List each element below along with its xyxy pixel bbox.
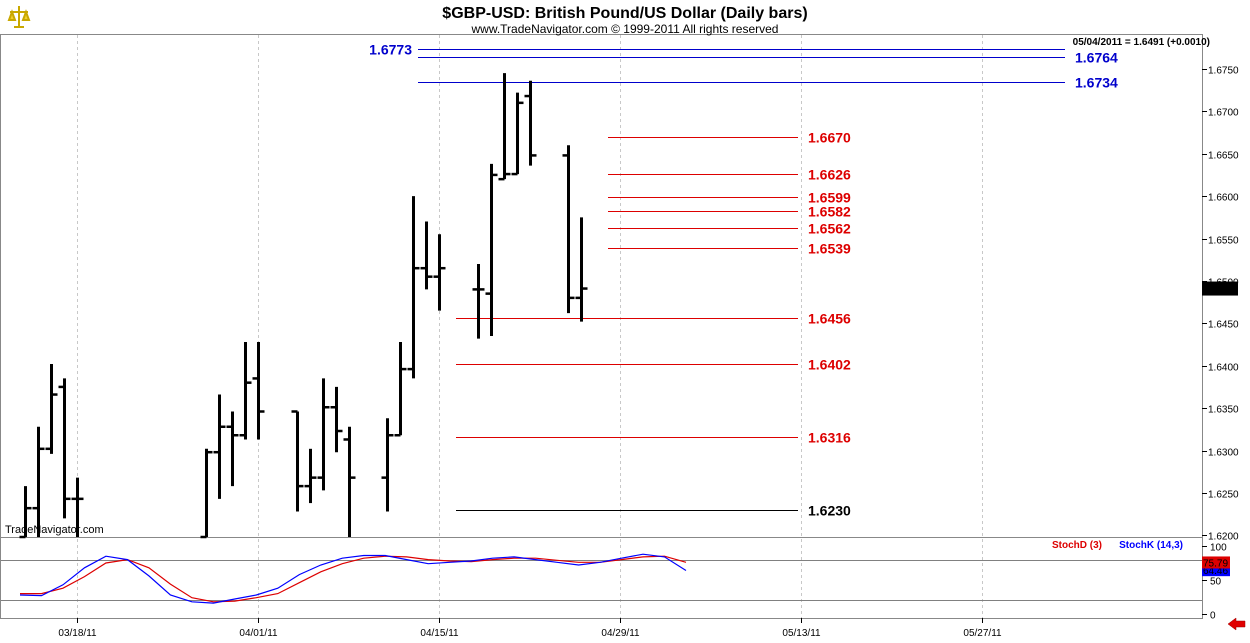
price-panel-frame <box>0 34 1203 538</box>
ohlc-bar <box>291 410 304 512</box>
y-tick-label: 1.6250 <box>1208 490 1239 501</box>
level-label: 1.6764 <box>1075 50 1118 66</box>
ohlc-bar <box>71 477 84 537</box>
last-price-box <box>1202 281 1238 296</box>
level-label: 1.6599 <box>808 190 851 206</box>
level-label: 1.6316 <box>808 430 851 446</box>
ohlc-bar <box>45 364 58 454</box>
y-tick-label: 1.6200 <box>1208 532 1239 543</box>
y-tick-label: 1.6600 <box>1208 193 1239 204</box>
x-tick-label: 04/01/11 <box>239 628 278 639</box>
stoch-panel-frame <box>0 537 1203 619</box>
chart-title: $GBP-USD: British Pound/US Dollar (Daily… <box>442 5 807 22</box>
legend-stochd: StochD (3) <box>1052 540 1102 551</box>
copyright-text: www.TradeNavigator.com © 1999-2011 All r… <box>471 22 779 36</box>
stoch-value-box <box>1202 556 1230 569</box>
last-price-label: 1.6491 <box>1205 285 1236 296</box>
ohlc-bar <box>381 418 394 512</box>
ohlc-bar <box>343 426 356 537</box>
y-tick-label: 1.6650 <box>1208 151 1239 162</box>
level-label: 1.6230 <box>808 503 851 519</box>
y-tick-label: 1.6400 <box>1208 363 1239 374</box>
ohlc-bar <box>394 341 407 437</box>
ohlc-bar <box>485 163 498 337</box>
ohlc-bar <box>252 341 265 440</box>
ohlc-bar <box>420 221 433 290</box>
x-tick-label: 04/15/11 <box>420 628 459 639</box>
ohlc-bar <box>511 92 524 176</box>
x-tick-label: 05/13/11 <box>782 628 821 639</box>
stoch-y-tick-label: 100 <box>1210 543 1227 554</box>
stoch-value-label: 75.79 <box>1203 558 1228 569</box>
stoch-value-label: 64.46 <box>1203 566 1228 577</box>
ohlc-bar <box>32 426 45 537</box>
ohlc-bar <box>317 378 330 491</box>
x-tick-label: 04/29/11 <box>601 628 640 639</box>
stoch-y-tick-label: 50 <box>1210 577 1222 588</box>
level-label: 1.6456 <box>808 311 851 327</box>
ohlc-bar <box>58 378 71 519</box>
ohlc-bar <box>498 73 511 181</box>
ohlc-bar <box>304 448 317 504</box>
level-label: 1.6626 <box>808 167 851 183</box>
ohlc-bar <box>433 234 446 311</box>
level-label: 1.6670 <box>808 130 851 146</box>
stoch-y-tick-label: 0 <box>1210 611 1216 622</box>
stoch-series-line <box>19 553 687 604</box>
level-label: 1.6539 <box>808 241 851 257</box>
level-label: 1.6402 <box>808 357 851 373</box>
logo-icon <box>7 4 31 30</box>
y-tick-label: 1.6350 <box>1208 405 1239 416</box>
ohlc-bar <box>524 80 537 166</box>
price-readout: 05/04/2011 = 1.6491 (+0.0010) <box>1073 37 1210 48</box>
ohlc-bar <box>407 196 420 379</box>
scroll-arrow-icon[interactable] <box>1226 617 1246 631</box>
gridlines <box>77 35 983 618</box>
level-label: 1.6773 <box>369 42 412 58</box>
axes: 03/18/11 04/01/11 04/15/11 04/29/11 05/13/11… <box>58 66 1239 640</box>
y-tick-label: 1.6550 <box>1208 236 1239 247</box>
level-label: 1.6582 <box>808 204 851 220</box>
ohlc-bar <box>330 386 343 453</box>
ohlc-bar <box>575 217 588 322</box>
ohlc-bar <box>562 145 575 314</box>
stochastic-panel <box>1 553 1202 604</box>
ohlc-bar <box>19 486 32 539</box>
price-levels: 1.6773 1.67641.67341.66701.66261.65991.65… <box>369 42 1118 519</box>
x-tick-label: 03/18/11 <box>58 628 97 639</box>
ohlc-bar <box>226 411 239 487</box>
ohlc-bar <box>472 263 485 339</box>
y-tick-label: 1.6700 <box>1208 108 1239 119</box>
level-label: 1.6734 <box>1075 75 1118 91</box>
legend-stochk: StochK (14,3) <box>1119 540 1183 551</box>
ohlc-bar <box>213 394 226 499</box>
stoch-series-line <box>20 555 687 603</box>
ohlc-bar <box>239 341 252 440</box>
ohlc-bar <box>200 448 213 539</box>
y-tick-label: 1.6450 <box>1208 320 1239 331</box>
watermark: TradeNavigator.com <box>5 524 104 536</box>
x-tick-label: 05/27/11 <box>963 628 1002 639</box>
ohlc-bars <box>19 73 588 539</box>
level-label: 1.6562 <box>808 221 851 237</box>
y-tick-label: 1.6300 <box>1208 448 1239 459</box>
y-tick-label: 1.6750 <box>1208 66 1239 77</box>
